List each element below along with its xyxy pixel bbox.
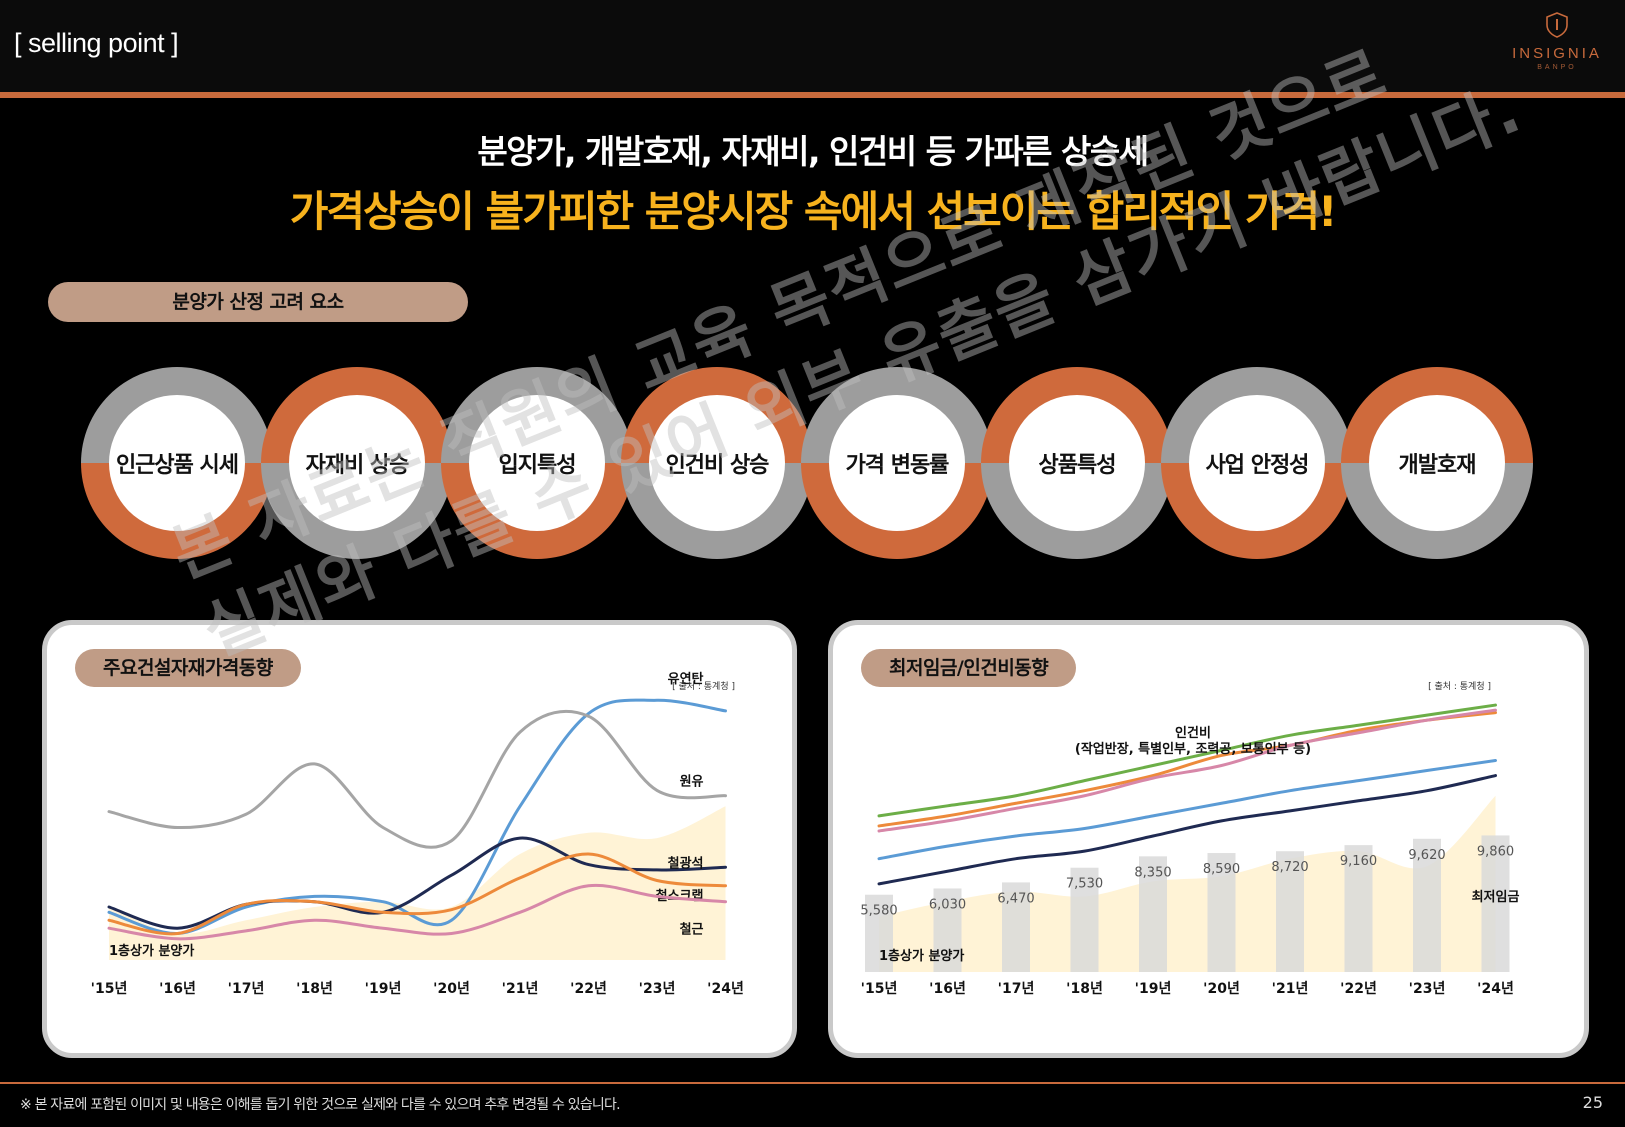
wage-bar xyxy=(933,888,962,972)
factor-ring-6: 상품특성 xyxy=(981,367,1173,559)
wage-bar xyxy=(1002,882,1030,972)
factor-ring-4: 인건비 상승 xyxy=(621,367,813,559)
series-label: 철광석 xyxy=(668,855,704,871)
footer: ※ 본 자료에 포함된 이미지 및 내용은 이해를 돕기 위한 것으로 실제와 … xyxy=(0,1082,1625,1127)
x-tick-label: '15년 xyxy=(861,981,898,997)
section-tag: [ selling point ] xyxy=(14,28,179,58)
x-tick-label: '22년 xyxy=(570,981,607,997)
factor-label: 개발호재 xyxy=(1369,395,1505,531)
x-tick-label: '22년 xyxy=(1340,981,1377,997)
x-tick-label: '21년 xyxy=(502,981,539,997)
x-tick-label: '16년 xyxy=(159,981,196,997)
factor-label: 인건비 상승 xyxy=(649,395,785,531)
shield-icon xyxy=(1546,12,1568,38)
x-tick-label: '18년 xyxy=(1066,981,1103,997)
factor-label: 가격 변동률 xyxy=(829,395,965,531)
labor-cost-line xyxy=(877,758,1497,861)
x-tick-label: '23년 xyxy=(1409,981,1446,997)
wage-bar xyxy=(1070,867,1099,972)
x-tick-label: '17년 xyxy=(228,981,265,997)
factor-label: 입지특성 xyxy=(469,395,605,531)
brand-logo: INSIGNIA BANPO xyxy=(1507,12,1607,71)
price-area xyxy=(879,795,1496,972)
wage-bar-label: 6,030 xyxy=(929,897,966,912)
header-bar: [ selling point ] INSIGNIA BANPO xyxy=(0,0,1625,98)
series-line xyxy=(107,883,727,941)
wage-bar-label: 6,470 xyxy=(997,891,1034,906)
wage-bar-label: 8,590 xyxy=(1203,862,1240,877)
wage-chart-panel: 5,580 6,030 6,470 7,530 8,350 8,590 8,720 9,160… xyxy=(828,620,1589,1058)
labor-cost-line xyxy=(877,711,1497,828)
price-area xyxy=(109,806,726,960)
factors-title: 분양가 산정 고려 요소 xyxy=(48,282,468,322)
footer-disclaimer: ※ 본 자료에 포함된 이미지 및 내용은 이해를 돕기 위한 것으로 실제와 … xyxy=(20,1097,621,1113)
materials-chart-panel: 1층상가 분양가 유연탄 원유 철광석 철스크랩 철근 '15년 '16년 '17년 '18년 '1… xyxy=(42,620,797,1058)
x-tick-label: '19년 xyxy=(365,981,402,997)
x-tick-label: '24년 xyxy=(1477,981,1514,997)
factor-ring-5: 가격 변동률 xyxy=(801,367,993,559)
series-line xyxy=(107,836,727,930)
series-line xyxy=(107,698,727,936)
x-tick-label: '17년 xyxy=(998,981,1035,997)
series-line xyxy=(107,709,727,849)
wage-bar xyxy=(1344,845,1373,972)
labor-cost-line xyxy=(877,774,1497,886)
chart-source: [ 출처 : 통계청 ] xyxy=(672,680,735,692)
wage-bar xyxy=(1139,856,1167,972)
factor-ring-1: 인근상품 시세 xyxy=(81,367,273,559)
labor-cost-line xyxy=(877,708,1497,833)
wage-bar-label: 7,530 xyxy=(1066,877,1103,892)
x-tick-label: '24년 xyxy=(707,981,744,997)
factor-ring-7: 사업 안정성 xyxy=(1161,367,1353,559)
x-tick-label: '20년 xyxy=(1203,981,1240,997)
wage-series-label: 최저임금 xyxy=(1472,890,1520,905)
logo-name: INSIGNIA xyxy=(1512,45,1602,62)
wage-bar xyxy=(1207,853,1236,972)
wage-bar-label: 9,160 xyxy=(1340,854,1377,869)
x-tick-label: '18년 xyxy=(296,981,333,997)
wage-bar-label: 9,860 xyxy=(1477,844,1514,859)
series-label: 철근 xyxy=(680,922,704,938)
wage-bar-label: 9,620 xyxy=(1408,848,1445,863)
wage-bar-label: 8,720 xyxy=(1271,860,1308,875)
labor-annotation: 인건비 xyxy=(1175,725,1211,741)
wage-bar-label: 8,350 xyxy=(1134,865,1171,880)
x-tick-label: '15년 xyxy=(91,981,128,997)
factor-label: 자재비 상승 xyxy=(289,395,425,531)
wage-chart-title: 최저임금/인건비동향 xyxy=(861,649,1077,687)
x-tick-label: '19년 xyxy=(1135,981,1172,997)
x-tick-label: '23년 xyxy=(639,981,676,997)
factor-label: 상품특성 xyxy=(1009,395,1145,531)
wage-bar xyxy=(865,894,893,972)
wage-chart: 5,580 6,030 6,470 7,530 8,350 8,590 8,720 9,160… xyxy=(860,680,1520,997)
chart-source: [ 출처 : 통계청 ] xyxy=(1428,680,1491,692)
factor-ring-2: 자재비 상승 xyxy=(261,367,453,559)
confidential-watermark: 본 자료는 직원의 교육 목적으로 제작된 것으로 실제와 다를 수 있어 외부… xyxy=(160,0,1614,676)
headline-title: 가격상승이 불가피한 분양시장 속에서 선보이는 합리적인 가격! xyxy=(289,187,1338,236)
factor-ring-3: 입지특성 xyxy=(441,367,633,559)
factor-ring-8: 개발호재 xyxy=(1341,367,1533,559)
factor-label: 인근상품 시세 xyxy=(109,395,245,531)
logo-sub: BANPO xyxy=(1537,64,1577,71)
labor-cost-line xyxy=(877,703,1497,818)
labor-annotation-detail: (작업반장, 특별인부, 조력공, 보통인부 등) xyxy=(1075,741,1311,757)
materials-chart-title: 주요건설자재가격동향 xyxy=(75,649,301,687)
wage-bar xyxy=(1481,835,1510,972)
area-label: 1층상가 분양가 xyxy=(109,943,194,959)
x-tick-label: '21년 xyxy=(1272,981,1309,997)
area-label: 1층상가 분양가 xyxy=(879,948,964,964)
x-tick-label: '16년 xyxy=(929,981,966,997)
series-label: 유연탄 xyxy=(668,671,704,687)
page-number: 25 xyxy=(1582,1093,1603,1112)
headline-subtitle: 분양가, 개발호재, 자재비, 인건비 등 가파른 상승세 xyxy=(477,132,1149,171)
series-label: 원유 xyxy=(680,775,704,790)
wage-bar xyxy=(1276,851,1304,972)
wage-bar xyxy=(1413,838,1441,972)
wage-bar-label: 5,580 xyxy=(860,904,897,919)
series-line xyxy=(107,852,727,936)
x-tick-label: '20년 xyxy=(433,981,470,997)
factor-label: 사업 안정성 xyxy=(1189,395,1325,531)
